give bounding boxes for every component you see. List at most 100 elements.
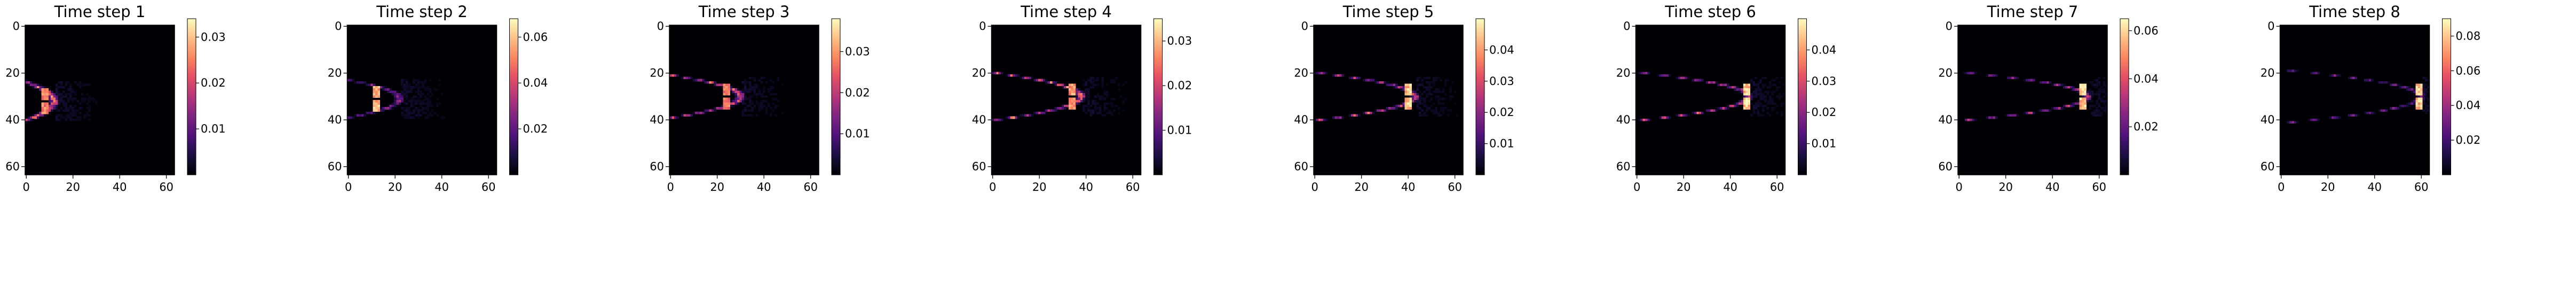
heatmap-cell [748,90,752,94]
heatmap-cell [758,90,761,94]
heatmap-cell [1705,109,1709,112]
heatmap-cell [2042,109,2045,112]
heatmap-cell [48,95,51,98]
heatmap-cell [2420,92,2423,96]
heatmap-cell [1393,104,1396,107]
heatmap-cell [1761,109,1765,112]
heatmap-cell [1993,116,1996,119]
heatmap-cell [2105,100,2108,103]
heatmap-cell [676,74,679,77]
heatmap-cell [2072,86,2075,89]
heatmap-cell [2417,90,2421,94]
heatmap-cell [1388,107,1391,110]
heatmap-cell [2096,111,2098,114]
heatmap-cell [1049,109,1053,112]
colorbar-tick-label: 0.02 [1489,106,1514,119]
heatmap-cell [72,97,75,101]
heatmap-cell [1082,97,1085,101]
heatmap-cell [1701,79,1704,82]
heatmap-cell [781,83,784,87]
heatmap-cell [1045,79,1048,82]
heatmap-cell [1659,116,1662,119]
heatmap-cell [753,86,756,89]
heatmap-cell [1110,111,1113,114]
heatmap-cell [1995,116,1998,119]
heatmap-cell [1085,104,1088,107]
heatmap-cell [763,104,765,107]
heatmap-cell [2100,111,2103,114]
heatmap-cell [1064,107,1066,110]
heatmap-cell [1741,102,1744,105]
heatmap-cell [32,119,35,121]
heatmap-cell [2317,119,2320,121]
heatmap-cell [62,104,65,107]
heatmap-cell [1314,119,1316,121]
heatmap-cell [1020,76,1022,79]
heatmap-cell [2427,86,2430,89]
heatmap-cell [2084,86,2087,89]
heatmap-cell [1780,114,1783,117]
heatmap-cell [1435,97,1438,101]
heatmap-cell [2084,83,2087,87]
heatmap-cell [1087,95,1090,98]
heatmap-cell [1411,95,1415,98]
heatmap-cell [386,107,390,110]
heatmap-cell [2378,109,2381,112]
heatmap-cell [704,79,707,82]
heatmap-cell [401,83,404,87]
heatmap-cell [1715,109,1718,112]
heatmap-cell [2103,95,2105,98]
heatmap-cell [709,81,712,84]
heatmap-cell [1722,107,1725,110]
heatmap-cell [2291,70,2295,72]
heatmap-cell [1442,97,1445,101]
heatmap-cell [1372,111,1375,114]
heatmap-cell [53,104,56,107]
heatmap-cell [1096,95,1100,98]
heatmap-cell [1012,116,1015,119]
heatmap-cell [1776,76,1779,79]
heatmap-cell [1108,102,1111,105]
heatmap-cell [1122,100,1125,103]
heatmap-cell [1757,83,1760,87]
heatmap-cell [1094,107,1097,110]
heatmap-cell [1768,102,1772,105]
heatmap-cell [417,107,420,110]
heatmap-cell [1040,111,1044,114]
heatmap-cell [1365,79,1368,82]
heatmap-cell [1750,81,1753,84]
heatmap-cell [1031,114,1034,117]
heatmap-cell [1426,107,1428,110]
heatmap-cell [767,90,770,94]
heatmap-cell [2037,109,2040,112]
heatmap-cell [2098,92,2101,96]
heatmap-cell [1757,114,1760,117]
heatmap-cell [403,88,406,91]
heatmap-cell [1776,111,1779,114]
heatmap-cell [772,92,775,96]
heatmap-cell [1750,97,1753,101]
heatmap-cell [55,104,58,107]
heatmap-cell [760,92,763,96]
heatmap-cell [413,109,415,112]
heatmap-cell [1638,72,1641,75]
heatmap-cell [41,107,44,110]
heatmap-cell [1426,81,1428,84]
heatmap-cell [2072,102,2075,105]
y-tick-label: 20 [1616,67,1631,80]
heatmap-cell [36,116,39,119]
heatmap-panel-8: Time step 80 20 40 6002040600.020.040.060.0… [2261,3,2481,194]
heatmap-cell [2417,86,2421,89]
heatmap-cell [413,79,415,82]
heatmap-cell [78,81,82,84]
heatmap-cell [60,116,63,119]
heatmap-cell [53,97,56,101]
heatmap-cell [1418,90,1421,94]
heatmap-cell [2093,86,2096,89]
heatmap-cell [1661,116,1664,119]
y-tick-label: 40 [2261,113,2275,126]
heatmap-cell [1082,100,1085,103]
heatmap-cell [36,111,39,114]
heatmap-cell [1748,90,1751,94]
heatmap-cell [1764,95,1767,98]
